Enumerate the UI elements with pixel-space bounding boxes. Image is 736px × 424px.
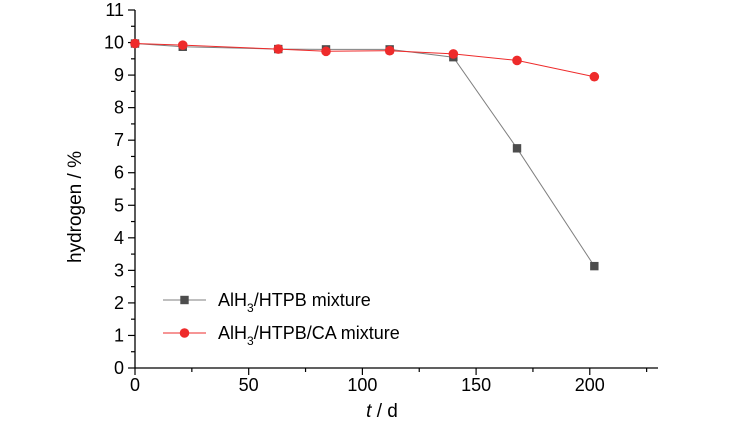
legend: AlH3/HTPB mixture AlH3/HTPB/CA mixture [163,290,400,348]
legend-marker [180,295,189,305]
series-line [134,43,595,78]
legend-label: AlH3/HTPB mixture [218,290,371,315]
data-point [589,71,600,82]
y-tick-label: 4 [114,228,124,248]
x-tick-label: 100 [347,375,377,395]
series-layer [130,38,600,271]
y-tick-label: 7 [114,130,124,150]
data-point [384,45,395,56]
x-axis-title: t / d [366,401,398,422]
y-tick-label: 8 [114,98,124,118]
data-point [130,38,140,49]
x-axis-variable: t [366,401,372,422]
x-tick-label: 0 [130,375,140,395]
y-tick-label: 6 [114,163,124,183]
data-point [590,261,599,271]
y-tick-label: 1 [114,325,124,345]
data-point [273,44,284,54]
x-tick-label: 150 [461,375,491,395]
x-tick-label: 50 [239,375,259,395]
axes: 0 50 100 150 200 0 1 2 3 4 5 6 7 8 9 10 11 [104,0,658,395]
data-point [512,55,522,66]
legend-label: AlH3/HTPB/CA mixture [218,323,400,348]
series-2 [130,38,600,82]
data-point [512,144,522,153]
y-tick-label: 11 [105,0,124,20]
series-line [134,43,595,267]
data-point [177,40,188,50]
y-tick-label: 0 [114,358,124,378]
x-axis-unit: / d [371,401,397,422]
x-tick-label: 200 [575,375,605,395]
y-tick-label: 3 [114,260,124,280]
y-tick-label: 10 [104,33,124,53]
legend-entry: AlH3/HTPB/CA mixture [163,323,400,348]
data-point [448,49,459,59]
y-axis-title: hydrogen / % [65,151,86,263]
legend-marker [179,328,190,338]
series-1 [130,39,599,271]
y-tick-label: 9 [114,65,124,85]
legend-entry: AlH3/HTPB mixture [163,290,371,315]
y-tick-label: 2 [114,293,124,313]
data-point [321,46,331,57]
y-tick-label: 5 [114,195,124,215]
